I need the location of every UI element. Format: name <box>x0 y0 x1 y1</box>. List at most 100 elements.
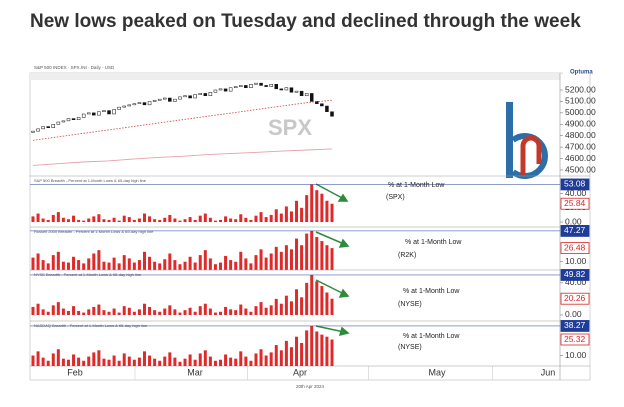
bar <box>249 219 253 223</box>
bar <box>132 311 136 315</box>
candle <box>107 110 111 115</box>
bar <box>163 356 167 366</box>
bar <box>300 207 304 223</box>
date-label: 20th Apr 2024 <box>296 384 325 389</box>
bar <box>269 253 273 270</box>
bar <box>56 251 60 270</box>
value-box <box>560 178 590 191</box>
bar <box>77 219 81 223</box>
bar <box>178 220 182 223</box>
brand: Optuma <box>570 70 593 76</box>
bar <box>305 282 309 315</box>
candle <box>132 103 137 106</box>
bar <box>82 360 86 366</box>
bar <box>300 297 304 315</box>
bar <box>330 298 334 315</box>
bar <box>158 263 162 270</box>
bar <box>208 308 212 315</box>
candle <box>223 88 228 92</box>
bar <box>259 212 263 223</box>
bar <box>315 281 319 315</box>
bar <box>77 260 81 270</box>
bar <box>198 255 202 270</box>
bar <box>97 214 101 223</box>
bar <box>208 258 212 270</box>
candle <box>228 87 233 92</box>
candle <box>122 105 126 108</box>
bar <box>310 184 314 223</box>
candle <box>117 106 121 110</box>
bar <box>208 217 212 223</box>
bar <box>31 306 35 315</box>
bar <box>315 236 319 270</box>
bar <box>61 217 65 223</box>
candle <box>102 110 106 112</box>
bar <box>77 310 81 315</box>
candle <box>51 124 56 128</box>
bar <box>224 354 228 366</box>
candle <box>239 85 243 87</box>
bar <box>51 305 55 315</box>
bar <box>127 307 131 315</box>
value-box <box>560 197 590 210</box>
bar <box>279 251 283 270</box>
bar <box>97 250 101 270</box>
bar <box>320 241 324 270</box>
candle <box>142 102 147 106</box>
bar <box>249 263 253 270</box>
bar <box>254 353 258 366</box>
value-label: 38.27 <box>564 320 586 330</box>
bar <box>107 311 111 315</box>
bar <box>274 209 278 223</box>
bar <box>315 331 319 366</box>
bar <box>102 358 106 366</box>
bar <box>305 233 309 270</box>
bar <box>244 356 248 366</box>
bar <box>127 356 131 366</box>
bar <box>153 219 157 223</box>
value-label: 25.32 <box>564 334 586 344</box>
value-label: 26.48 <box>564 242 586 252</box>
bar <box>178 264 182 270</box>
bar <box>284 340 288 366</box>
candle <box>294 90 299 93</box>
bar <box>325 336 329 366</box>
bar <box>320 193 324 223</box>
bar <box>254 255 258 270</box>
bar <box>229 357 233 366</box>
bar <box>102 219 106 223</box>
bar <box>87 258 91 270</box>
candle <box>168 97 172 102</box>
y-tick-label: 5200.00 <box>565 84 596 94</box>
bar <box>51 353 55 366</box>
bar <box>208 356 212 366</box>
bar <box>284 206 288 223</box>
bar <box>279 303 283 315</box>
panel-index: (SPX) <box>386 194 405 201</box>
bar <box>315 190 319 223</box>
bar <box>289 211 293 223</box>
bar <box>168 352 172 366</box>
bar <box>219 311 223 315</box>
bar <box>112 217 116 223</box>
bar <box>112 355 116 366</box>
candle <box>61 120 66 123</box>
bar <box>188 217 192 223</box>
bar <box>213 360 217 366</box>
value-box <box>560 242 590 255</box>
value-label: 25.84 <box>564 198 586 208</box>
bar <box>284 295 288 315</box>
bar <box>153 310 157 315</box>
bar <box>163 217 167 223</box>
candle <box>309 93 314 102</box>
candle <box>71 118 76 120</box>
panel-index: (R2K) <box>398 252 416 259</box>
bar <box>234 219 238 223</box>
bar <box>269 214 273 223</box>
candle <box>259 82 263 86</box>
candle <box>203 93 208 96</box>
bar <box>269 352 273 366</box>
bar <box>325 245 329 270</box>
bar <box>234 310 238 315</box>
bar <box>330 203 334 223</box>
